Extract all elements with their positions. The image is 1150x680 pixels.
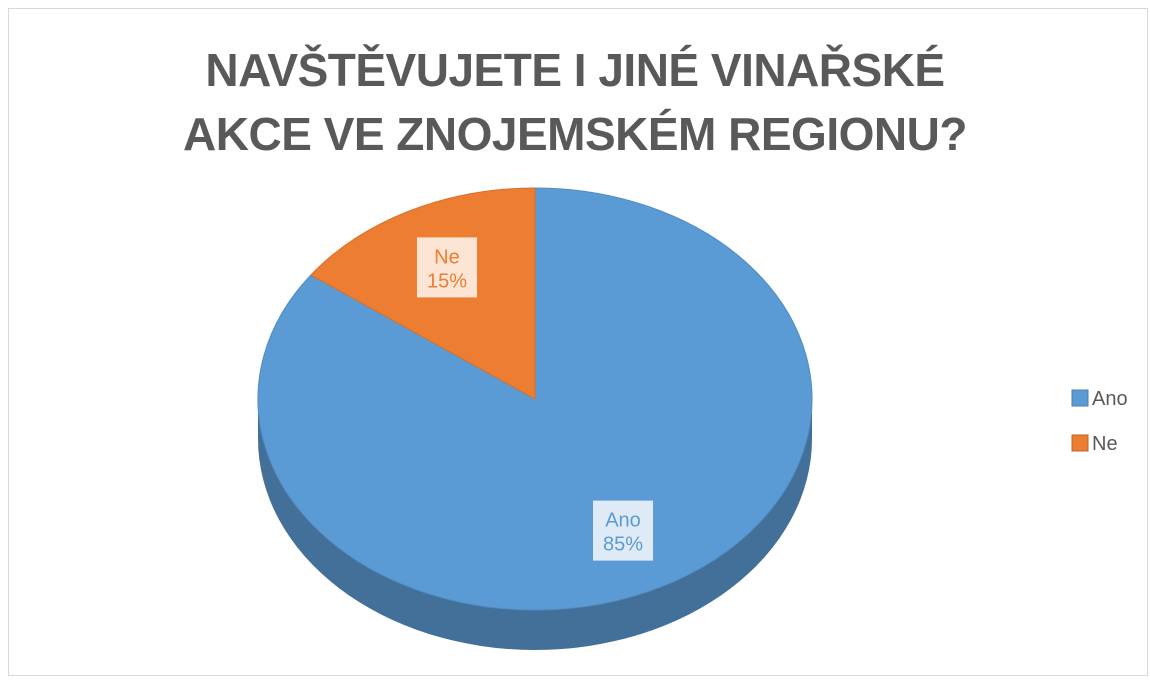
legend-label: Ne xyxy=(1092,433,1118,455)
legend-label: Ano xyxy=(1092,388,1128,410)
slice-side xyxy=(258,399,812,650)
chart-title: NAVŠTĚVUJETE I JINÉ VINAŘSKÉ AKCE VE ZNO… xyxy=(183,44,967,160)
chart-frame xyxy=(8,8,1148,676)
legend-swatch xyxy=(1071,434,1089,452)
data-label-category: Ano xyxy=(605,510,641,532)
data-label-value: 85% xyxy=(603,534,643,556)
data-label-category: Ne xyxy=(434,246,460,268)
data-label: Ano 85% xyxy=(603,510,643,556)
data-label: Ne 15% xyxy=(427,246,467,292)
legend-swatch xyxy=(1071,389,1089,407)
data-label-box xyxy=(416,237,477,298)
data-label-value: 15% xyxy=(427,270,467,292)
data-label-box xyxy=(593,500,654,561)
